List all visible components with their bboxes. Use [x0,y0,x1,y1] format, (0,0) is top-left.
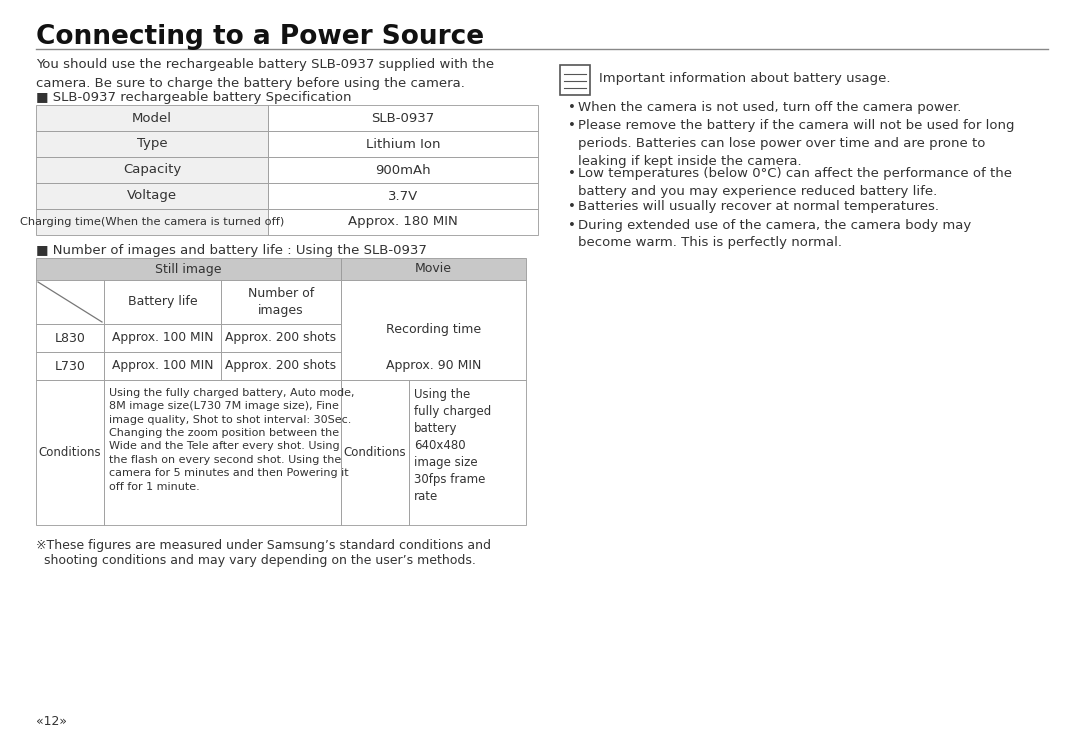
Text: Lithium Ion: Lithium Ion [366,137,441,151]
Text: You should use the rechargeable battery SLB-0937 supplied with the
camera. Be su: You should use the rechargeable battery … [36,58,495,90]
Bar [104,280,221,324]
Bar [341,258,526,280]
Text: shooting conditions and may vary depending on the user’s methods.: shooting conditions and may vary dependi… [36,554,476,567]
Text: Capacity: Capacity [123,163,181,177]
Text: L830: L830 [55,331,85,345]
Text: 3.7V: 3.7V [388,189,418,202]
Text: Low temperatures (below 0°C) can affect the performance of the
battery and you m: Low temperatures (below 0°C) can affect … [578,167,1012,198]
Text: Using the
fully charged
battery
640x480
image size
30fps frame
rate: Using the fully charged battery 640x480 … [414,388,491,503]
Bar [36,157,268,183]
Text: Approx. 90 MIN: Approx. 90 MIN [386,360,482,372]
Text: When the camera is not used, turn off the camera power.: When the camera is not used, turn off th… [578,101,961,114]
Bar [268,131,538,157]
Text: •: • [568,119,576,133]
Bar [36,380,104,525]
Text: «12»: «12» [36,715,67,728]
Text: Approx. 200 shots: Approx. 200 shots [226,360,337,372]
Text: ■ SLB-0937 rechargeable battery Specification: ■ SLB-0937 rechargeable battery Specific… [36,91,351,104]
Bar [36,324,104,352]
Text: ■ Number of images and battery life : Using the SLB-0937: ■ Number of images and battery life : Us… [36,244,427,257]
Bar [36,105,268,131]
Text: •: • [568,101,576,114]
Text: Voltage: Voltage [127,189,177,202]
Text: Movie: Movie [415,263,453,275]
Text: Conditions: Conditions [39,446,102,459]
Text: Approx. 100 MIN: Approx. 100 MIN [111,331,213,345]
Bar [268,183,538,209]
Text: Charging time(When the camera is turned off): Charging time(When the camera is turned … [19,217,284,227]
Text: During extended use of the camera, the camera body may
become warm. This is perf: During extended use of the camera, the c… [578,219,971,249]
Text: ※These figures are measured under Samsung’s standard conditions and: ※These figures are measured under Samsun… [36,539,491,552]
Bar [409,380,526,525]
Bar [221,352,341,380]
Text: Number of
images: Number of images [248,287,314,317]
Text: Connecting to a Power Source: Connecting to a Power Source [36,24,484,50]
Text: Please remove the battery if the camera will not be used for long
periods. Batte: Please remove the battery if the camera … [578,119,1014,168]
Text: •: • [568,219,576,231]
Text: Using the fully charged battery, Auto mode,
8M image size(L730 7M image size), F: Using the fully charged battery, Auto mo… [109,388,354,492]
Bar [268,209,538,235]
Bar [341,380,409,525]
Text: Important information about battery usage.: Important information about battery usag… [599,72,891,85]
Bar [341,280,526,380]
Bar [36,183,268,209]
Text: SLB-0937: SLB-0937 [372,111,434,125]
Bar [268,105,538,131]
Text: Approx. 200 shots: Approx. 200 shots [226,331,337,345]
Text: Type: Type [137,137,167,151]
Bar [104,352,221,380]
Text: L730: L730 [55,360,85,372]
Bar [36,352,104,380]
Bar [36,209,268,235]
Text: Conditions: Conditions [343,446,406,459]
Text: Approx. 180 MIN: Approx. 180 MIN [348,216,458,228]
Text: •: • [568,167,576,180]
Text: Batteries will usually recover at normal temperatures.: Batteries will usually recover at normal… [578,200,939,213]
Text: Still image: Still image [156,263,221,275]
Bar [36,131,268,157]
Bar [561,65,590,95]
Bar [104,324,221,352]
Bar [221,324,341,352]
Text: Approx. 100 MIN: Approx. 100 MIN [111,360,213,372]
Bar [36,258,341,280]
Bar [104,380,341,525]
Text: 900mAh: 900mAh [375,163,431,177]
Text: Battery life: Battery life [127,295,198,309]
Text: Recording time: Recording time [386,324,481,336]
Bar [36,280,104,324]
Text: Model: Model [132,111,172,125]
Text: •: • [568,200,576,213]
Bar [268,157,538,183]
Bar [221,280,341,324]
